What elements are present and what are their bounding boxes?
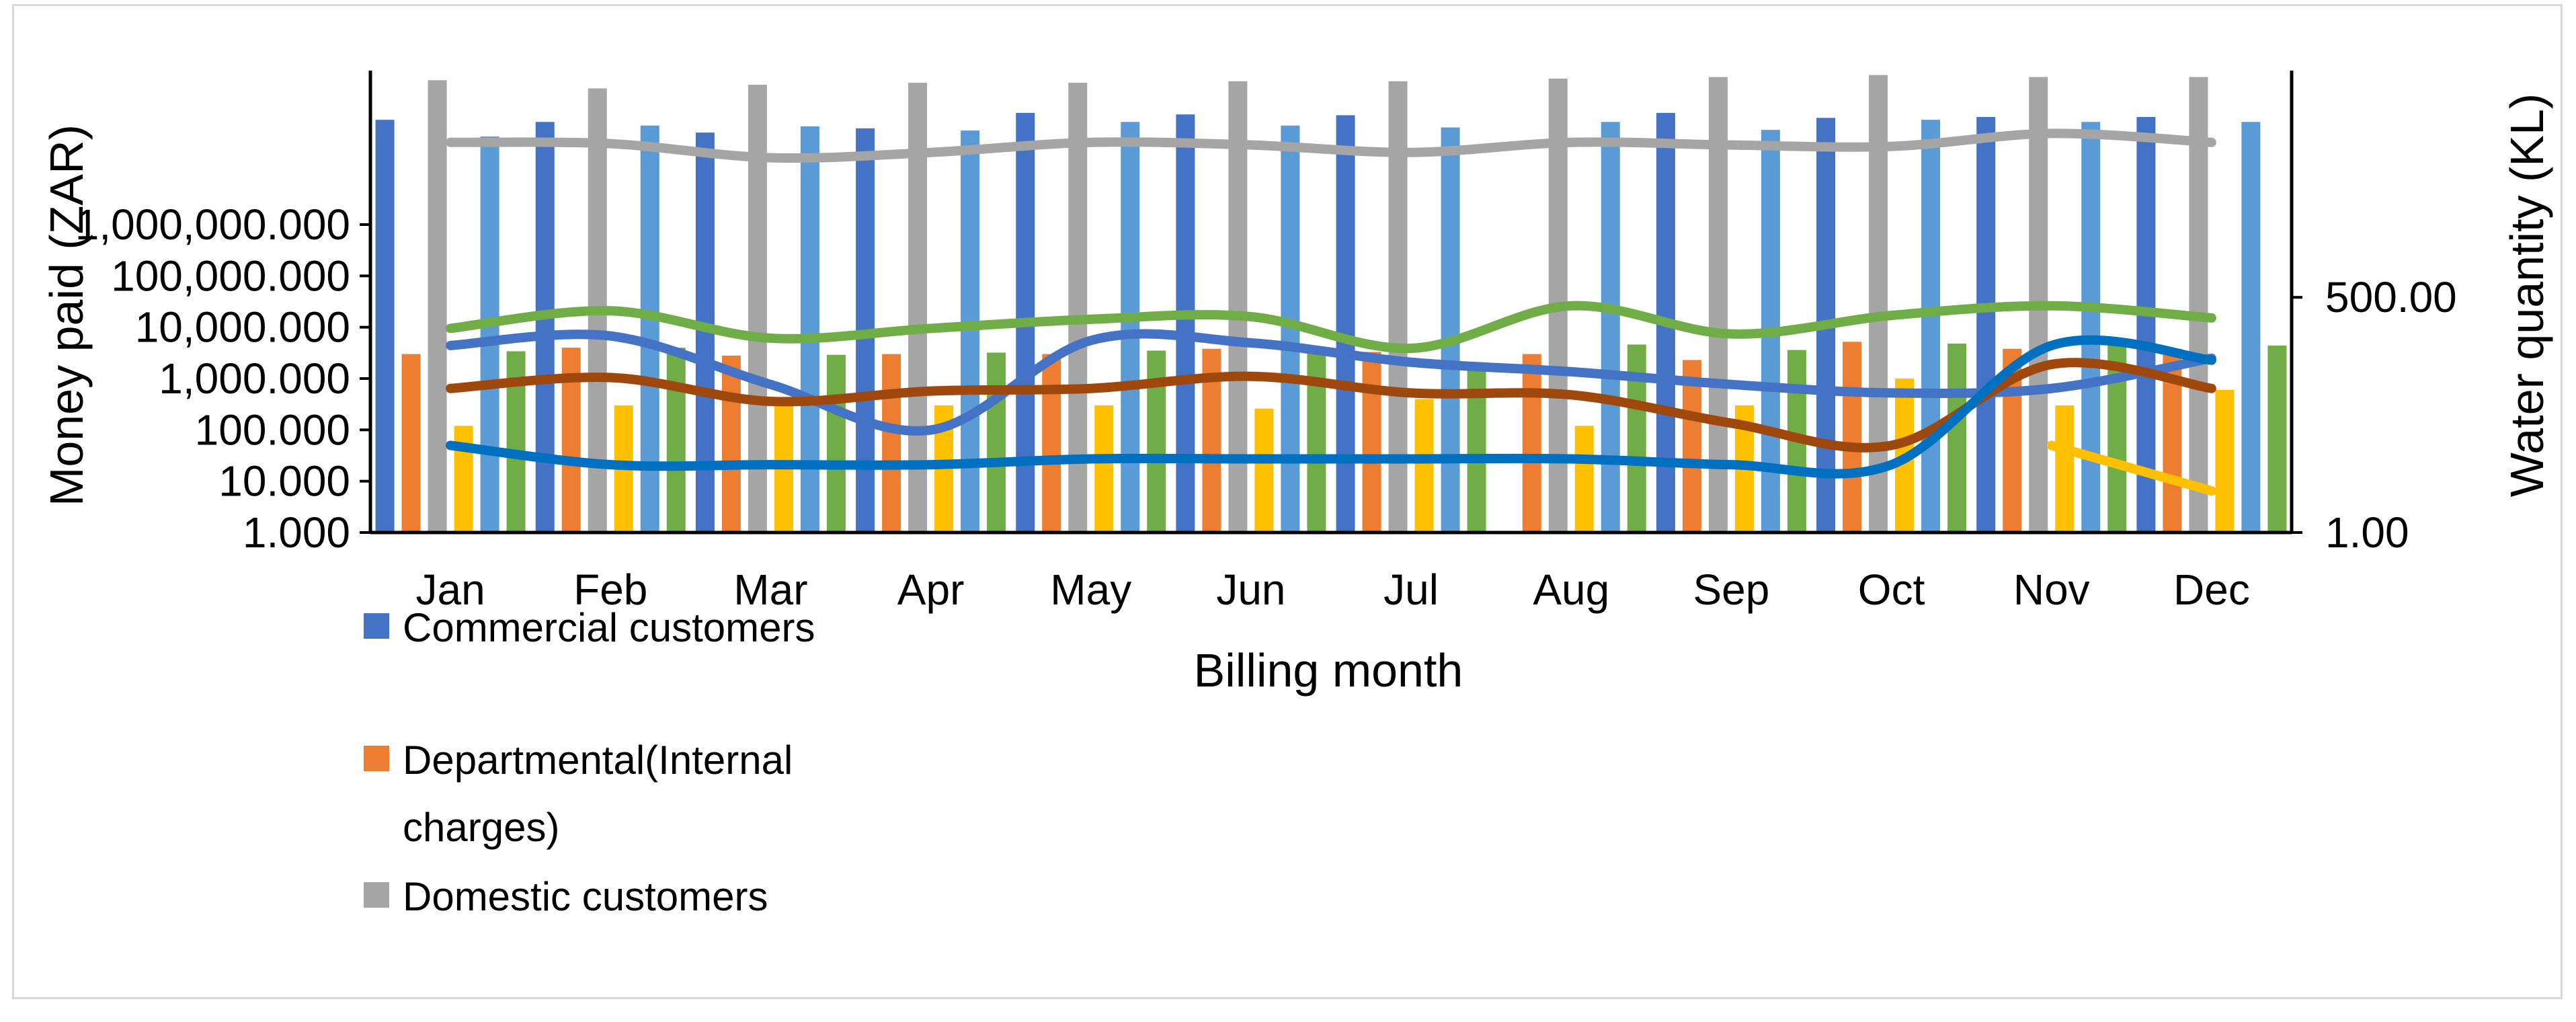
lines-layer bbox=[446, 128, 2216, 496]
line-1-path bbox=[446, 128, 2216, 163]
x-axis-title: Billing month bbox=[1194, 644, 1463, 697]
x-tick-label-nov: Nov bbox=[2013, 565, 2090, 614]
legend-swatch-2 bbox=[364, 746, 389, 771]
bar-series-5-aug bbox=[1601, 122, 1620, 533]
bar-commercial-customers-dec bbox=[2136, 116, 2156, 533]
legend-label-2: Departmental(Internal bbox=[403, 738, 793, 783]
bar-departmental-internal-charges--jan bbox=[401, 354, 421, 533]
x-tick-label-jan: Jan bbox=[415, 565, 485, 614]
bar-departmental-internal-charges--apr bbox=[882, 354, 901, 533]
bar-series-5-nov bbox=[2081, 122, 2101, 533]
bar-series-5-jul bbox=[1441, 127, 1460, 533]
bar-series-6-dec bbox=[2267, 345, 2287, 533]
bar-commercial-customers-feb bbox=[535, 122, 555, 533]
y-tick-label: 1,000.000 bbox=[159, 354, 350, 403]
bar-commercial-customers-jul bbox=[1336, 115, 1355, 533]
y2-tick-label: 500.00 bbox=[2325, 273, 2457, 321]
bar-commercial-customers-jun bbox=[1176, 114, 1195, 533]
legend: Commercial customers Departmental(Interna… bbox=[364, 605, 815, 919]
legend-label-1: Commercial customers bbox=[403, 605, 815, 650]
bar-series-5-feb bbox=[640, 125, 659, 533]
y2-tick-label: 1.00 bbox=[2325, 508, 2409, 557]
x-tick-label-aug: Aug bbox=[1533, 565, 1609, 614]
x-tick-label-apr: Apr bbox=[897, 565, 965, 614]
bar-series-6-mar bbox=[826, 354, 846, 533]
legend-swatch-3 bbox=[364, 882, 389, 908]
bar-series-6-feb bbox=[666, 348, 686, 533]
bar-domestic-customers-sep bbox=[1708, 77, 1728, 533]
bar-domestic-customers-jan bbox=[428, 80, 447, 533]
bar-series-4-nov bbox=[2055, 405, 2075, 533]
chart-svg: 1.00010.000100.0001,000.00010,000.000100… bbox=[40, 71, 2553, 919]
line-6-path bbox=[2046, 440, 2216, 496]
y-tick-marks bbox=[360, 223, 2302, 534]
bar-series-5-mar bbox=[800, 126, 819, 533]
y-tick-label: 10,000.000 bbox=[135, 303, 350, 352]
bar-series-6-apr bbox=[987, 352, 1006, 533]
legend-swatch-1 bbox=[364, 613, 389, 639]
bar-series-4-jun bbox=[1254, 408, 1274, 533]
bar-series-4-may bbox=[1094, 405, 1114, 533]
bar-departmental-internal-charges--may bbox=[1042, 354, 1061, 533]
bar-series-6-oct bbox=[1947, 343, 1967, 533]
bar-series-4-jul bbox=[1414, 399, 1434, 533]
y-tick-label: 10.000 bbox=[218, 457, 350, 506]
legend-label-3: Domestic customers bbox=[403, 874, 768, 919]
x-tick-label-may: May bbox=[1050, 565, 1131, 614]
y-tick-label: 100,000.000 bbox=[111, 251, 350, 300]
bar-commercial-customers-nov bbox=[1976, 116, 1996, 533]
bar-departmental-internal-charges--oct bbox=[1843, 342, 1862, 533]
bar-series-4-dec bbox=[2215, 389, 2235, 533]
bar-series-5-may bbox=[1121, 122, 1140, 533]
bar-commercial-customers-jan bbox=[375, 120, 395, 533]
x-tick-label-oct: Oct bbox=[1858, 565, 1925, 614]
line-3-path bbox=[446, 329, 2216, 436]
y2-axis-title: Water quantity (KL) bbox=[2501, 93, 2553, 497]
bar-domestic-customers-dec bbox=[2189, 77, 2208, 533]
x-tick-label-sep: Sep bbox=[1693, 565, 1769, 614]
x-tick-label-jun: Jun bbox=[1216, 565, 1285, 614]
bar-series-5-oct bbox=[1921, 120, 1941, 533]
line-4-path bbox=[446, 358, 2216, 453]
bar-departmental-internal-charges--sep bbox=[1682, 360, 1701, 533]
y2-tick-labels: 1.00 500.00 bbox=[2325, 273, 2457, 557]
bar-series-5-apr bbox=[961, 130, 980, 533]
x-tick-labels: Jan Feb Mar Apr May Jun Jul Aug Sep Oct Nov Dec bbox=[415, 565, 2249, 614]
x-tick-label-feb: Feb bbox=[573, 565, 647, 614]
line-2-path bbox=[446, 301, 2216, 354]
bar-series-4-aug bbox=[1574, 426, 1594, 533]
y-tick-label: 1.000 bbox=[243, 508, 350, 557]
bar-departmental-internal-charges--jul bbox=[1362, 352, 1381, 533]
bar-departmental-internal-charges--aug bbox=[1522, 354, 1541, 533]
x-tick-label-mar: Mar bbox=[733, 565, 807, 614]
y-axis-title: Money paid (ZAR) bbox=[40, 124, 93, 506]
bar-series-5-jan bbox=[480, 136, 499, 533]
bar-domestic-customers-may bbox=[1068, 83, 1088, 533]
bar-series-5-dec bbox=[2241, 122, 2261, 533]
line-5-path bbox=[446, 335, 2216, 479]
y-tick-label: 1,000,000.000 bbox=[75, 200, 350, 249]
chart-frame: 1.000 10.000 100.000 1,000.000 10,000.000 100… bbox=[12, 4, 2563, 999]
legend-label-2: charges) bbox=[403, 805, 559, 850]
y-tick-labels: 1.00010.000100.0001,000.00010,000.000100… bbox=[75, 200, 350, 557]
bar-departmental-internal-charges--mar bbox=[721, 355, 741, 533]
y-tick-label: 100.000 bbox=[195, 405, 350, 454]
x-tick-label-jul: Jul bbox=[1383, 565, 1439, 614]
x-tick-label-dec: Dec bbox=[2173, 565, 2250, 614]
